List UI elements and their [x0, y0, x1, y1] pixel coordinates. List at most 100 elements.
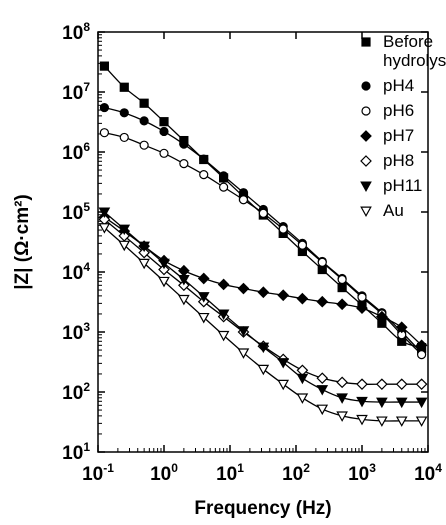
data-point [278, 224, 288, 234]
y-tick-label: 107 [62, 80, 90, 104]
data-point [238, 195, 249, 205]
x-tick-label-exponent: 0 [171, 461, 178, 475]
legend-label: pH11 [383, 176, 422, 195]
y-tick-label-exponent: 5 [83, 200, 90, 214]
x-tick-label-base: 10 [216, 464, 237, 485]
legend-label: pH4 [383, 76, 414, 95]
y-tick-label-base: 10 [62, 143, 83, 164]
y-tick-label-exponent: 4 [83, 260, 90, 274]
data-point [178, 264, 190, 277]
data-point [98, 223, 111, 234]
legend-item-ph7: pH7 [360, 126, 414, 145]
data-point [395, 321, 408, 334]
data-point [316, 372, 329, 385]
data-point [395, 416, 408, 427]
legend-marker [360, 130, 372, 142]
data-point [199, 154, 209, 164]
fit-line-au [103, 227, 422, 422]
data-point [159, 126, 169, 137]
y-tick-label: 108 [62, 20, 90, 44]
data-point [336, 298, 348, 311]
legend-label: pH6 [383, 101, 414, 120]
y-tick-label-base: 10 [62, 23, 83, 44]
legend-item-ph8: pH8 [360, 151, 414, 170]
data-point [376, 416, 388, 427]
data-point [179, 159, 189, 169]
data-point [297, 240, 307, 250]
data-point [415, 378, 428, 391]
fit-line-ph6 [104, 132, 423, 356]
x-tick-label: 104 [414, 461, 442, 485]
data-point [395, 378, 408, 391]
data-point [296, 292, 309, 305]
data-point [296, 373, 309, 385]
data-point [219, 182, 229, 192]
fit-line-ph7 [104, 216, 423, 346]
legend-item-ph4: pH4 [361, 76, 414, 95]
data-point [316, 385, 329, 396]
data-point [336, 411, 348, 422]
x-tick-label-base: 10 [150, 464, 171, 485]
y-tick-label-exponent: 2 [83, 380, 90, 394]
y-tick-label: 104 [62, 260, 90, 284]
data-point [376, 378, 388, 391]
y-tick-label: 102 [62, 380, 90, 404]
legend-item-ph6: pH6 [361, 101, 414, 120]
legend-label: hydrolysis [383, 51, 446, 70]
data-point [395, 397, 408, 409]
y-tick-label: 101 [62, 440, 90, 464]
data-point [158, 276, 170, 288]
data-point [277, 358, 290, 369]
x-tick-label-base: 10 [348, 464, 369, 485]
y-tick-label-base: 10 [62, 383, 83, 404]
data-markers [98, 61, 428, 427]
x-tick-label-base: 10 [82, 464, 103, 485]
legend-label: Au [383, 201, 404, 220]
data-point [316, 404, 329, 416]
data-point [277, 379, 290, 391]
data-point [178, 294, 190, 306]
y-tick-label-exponent: 6 [83, 140, 90, 154]
legend-label: pH8 [383, 151, 414, 170]
x-tick-label-exponent: 1 [237, 461, 244, 475]
data-point [158, 258, 170, 270]
data-point [336, 393, 348, 404]
data-point [118, 240, 131, 252]
data-point [139, 140, 149, 150]
data-point [99, 61, 109, 71]
data-point [356, 378, 368, 391]
data-point [356, 396, 368, 408]
series-ph7 [98, 211, 428, 352]
x-tick-label-exponent: 2 [303, 461, 310, 475]
x-axis-label: Frequency (Hz) [194, 498, 331, 519]
data-point [138, 246, 150, 259]
data-point [158, 263, 170, 276]
legend-marker [361, 106, 371, 116]
data-point [197, 272, 210, 285]
series-ph8 [98, 213, 428, 391]
data-point [178, 275, 190, 286]
data-point [197, 312, 210, 324]
y-tick-label-base: 10 [62, 443, 83, 464]
data-point [199, 170, 209, 180]
data-point [99, 128, 109, 138]
x-tick-label-exponent: 3 [369, 461, 376, 475]
y-tick-label: 106 [62, 140, 90, 164]
legend-marker [361, 37, 371, 47]
data-point [257, 286, 270, 299]
data-point [376, 310, 388, 323]
y-tick-label-base: 10 [62, 203, 83, 224]
data-point [217, 278, 230, 291]
x-axis-ticks: 10-1 100 101 102 103 104 [82, 32, 442, 485]
data-point [415, 397, 428, 409]
data-point [336, 376, 348, 389]
data-point [257, 342, 270, 354]
data-point [219, 171, 229, 181]
y-axis-label: |Z| (Ω·cm²) [12, 194, 33, 290]
data-point [197, 292, 210, 303]
legend-marker [360, 181, 372, 193]
data-point [138, 258, 150, 270]
x-tick-label: 103 [348, 461, 376, 485]
y-tick-label: 103 [62, 320, 90, 344]
data-point [415, 416, 428, 427]
